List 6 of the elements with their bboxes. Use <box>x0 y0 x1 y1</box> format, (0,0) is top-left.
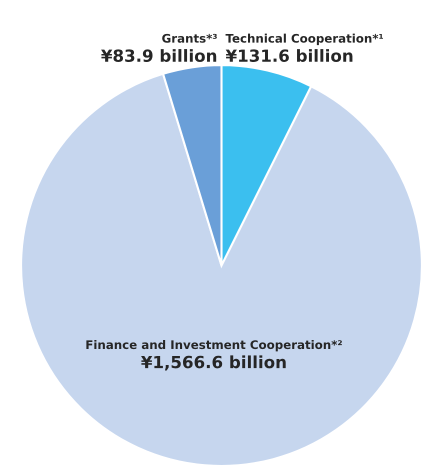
slice-label: Grants*³ <box>162 34 217 43</box>
slice-label: Technical Cooperation*¹ <box>226 34 383 46</box>
data-label: ¥1,566.6 billion <box>141 355 286 370</box>
slice-label: Finance and Investment Cooperation*² <box>86 340 342 352</box>
data-label: ¥131.6 billion <box>226 49 352 62</box>
data-label: ¥83.9 billion <box>101 49 216 62</box>
